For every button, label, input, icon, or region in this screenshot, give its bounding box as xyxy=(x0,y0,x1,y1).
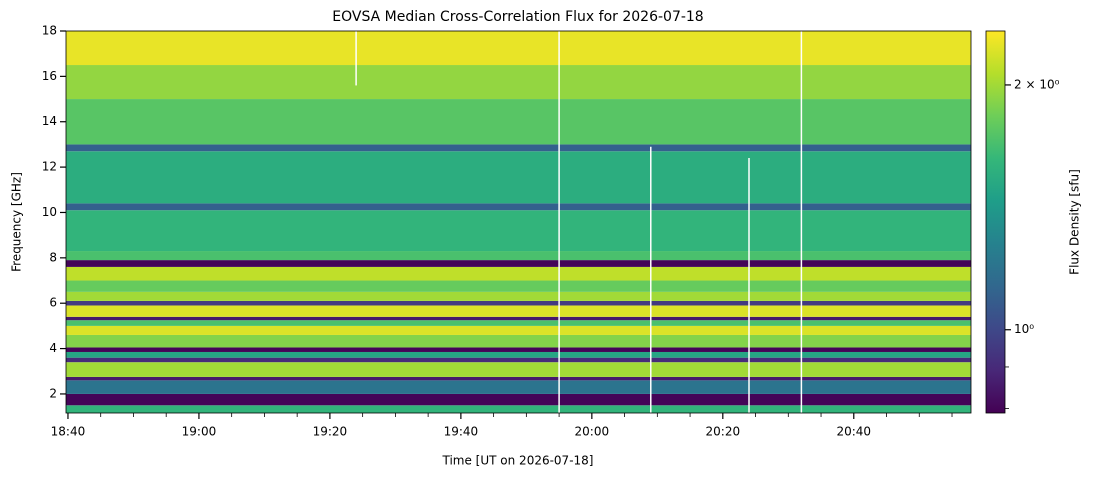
y-tick-label: 12 xyxy=(42,160,57,174)
y-tick-label: 18 xyxy=(42,24,57,38)
heatmap-band xyxy=(66,351,971,358)
y-tick-label: 14 xyxy=(42,114,57,128)
heatmap-band xyxy=(66,393,971,406)
heatmap-band xyxy=(66,357,971,363)
y-tick-label: 8 xyxy=(49,250,57,264)
y-tick-label: 2 xyxy=(49,386,57,400)
heatmap-band xyxy=(66,347,971,352)
heatmap-band xyxy=(66,320,971,326)
chart-title: EOVSA Median Cross-Correlation Flux for … xyxy=(332,9,703,25)
heatmap-band xyxy=(66,203,971,211)
heatmap-band xyxy=(66,305,971,317)
y-tick-label: 4 xyxy=(49,341,57,355)
y-axis-label: Frequency [GHz] xyxy=(10,172,24,272)
y-tick-label: 6 xyxy=(49,296,57,310)
heatmap-band xyxy=(66,316,971,321)
heatmap-band xyxy=(66,210,971,252)
heatmap-band xyxy=(66,291,971,301)
heatmap-band xyxy=(66,260,971,267)
heatmap-band xyxy=(66,405,971,413)
heatmap-band xyxy=(66,334,971,348)
x-axis-label: Time [UT on 2026-07-18] xyxy=(442,454,594,468)
heatmap-band xyxy=(66,151,971,204)
heatmap-band xyxy=(66,31,971,66)
y-tick-label: 16 xyxy=(42,69,57,83)
colorbar xyxy=(985,30,1006,414)
x-tick-label: 20:20 xyxy=(706,425,741,439)
x-tick-label: 19:40 xyxy=(444,425,479,439)
colorbar-label: Flux Density [sfu] xyxy=(1068,169,1082,275)
colorbar-tick-label: 10⁰ xyxy=(1014,322,1034,336)
heatmap-band xyxy=(66,380,971,394)
colorbar-tick-label: 2 × 10⁰ xyxy=(1014,77,1060,91)
heatmap-band xyxy=(66,376,971,381)
heatmap-band xyxy=(66,251,971,261)
heatmap-band xyxy=(66,362,971,377)
x-tick-label: 20:40 xyxy=(836,425,871,439)
heatmap-band xyxy=(66,144,971,152)
heatmap-band xyxy=(66,325,971,335)
heatmap-band xyxy=(66,65,971,100)
heatmap xyxy=(66,31,971,413)
x-tick-label: 19:20 xyxy=(313,425,348,439)
heatmap-band xyxy=(66,266,971,281)
heatmap-band xyxy=(66,280,971,292)
heatmap-band xyxy=(66,300,971,306)
y-tick-label: 10 xyxy=(42,205,57,219)
x-tick-label: 19:00 xyxy=(182,425,217,439)
x-tick-label: 18:40 xyxy=(51,425,86,439)
x-tick-label: 20:00 xyxy=(575,425,610,439)
plot-frame xyxy=(65,30,972,414)
heatmap-band xyxy=(66,99,971,145)
